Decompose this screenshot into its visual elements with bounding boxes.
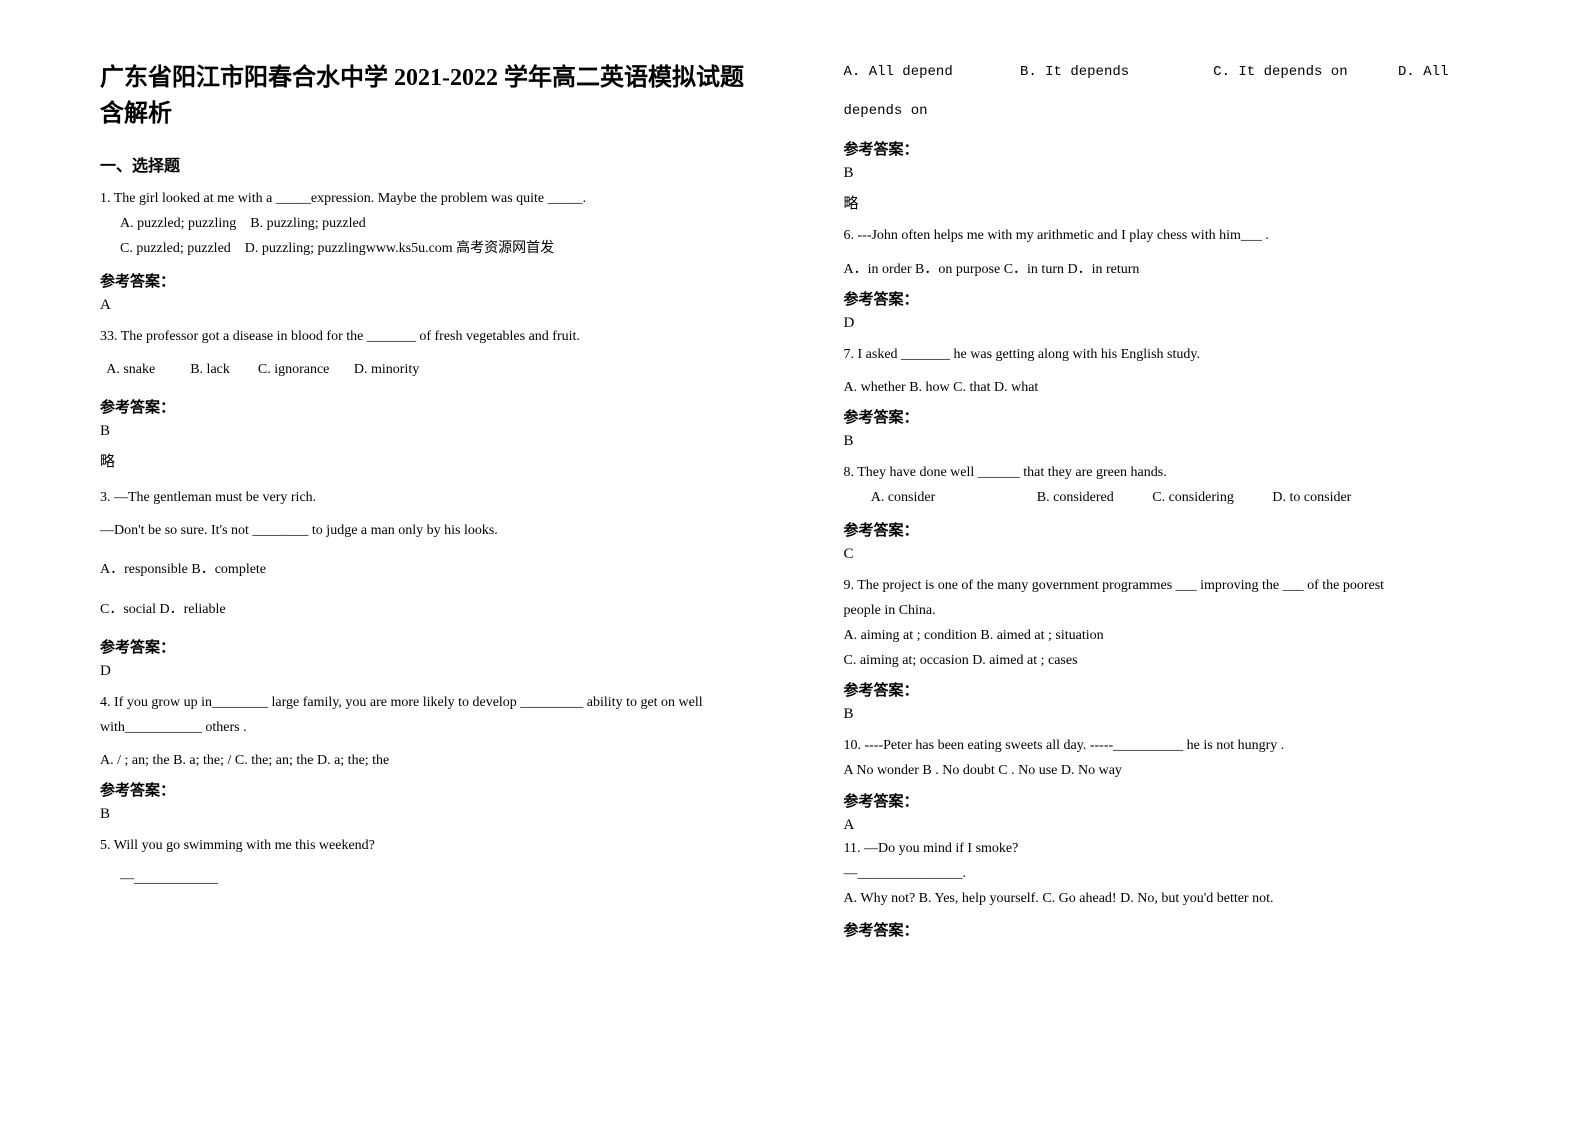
- q6-options: A．in order B．on purpose C．in turn D．in r…: [844, 257, 1508, 282]
- title-line-1: 广东省阳江市阳春合水中学 2021-2022 学年高二英语模拟试题: [100, 60, 764, 96]
- q3-opts2: C．social D．reliable: [100, 597, 764, 622]
- q9-opts-cd: C. aiming at; occasion D. aimed at ; cas…: [844, 648, 1508, 673]
- q4-options: A. / ; an; the B. a; the; / C. the; an; …: [100, 748, 764, 773]
- title-line-2: 含解析: [100, 96, 764, 132]
- q7-answer-label: 参考答案：: [844, 406, 1508, 427]
- q6-answer: D: [844, 315, 1508, 332]
- question-6: 6. ---John often helps me with my arithm…: [844, 223, 1508, 248]
- question-1: 1. The girl looked at me with a _____exp…: [100, 186, 764, 262]
- question-4: 4. If you grow up in________ large famil…: [100, 690, 764, 740]
- q10-options: A No wonder B . No doubt C . No use D. N…: [844, 758, 1508, 783]
- q4-line2: with___________ others .: [100, 715, 764, 740]
- q9-answer-label: 参考答案：: [844, 679, 1508, 700]
- left-column: 广东省阳江市阳春合水中学 2021-2022 学年高二英语模拟试题 含解析 一、…: [100, 60, 804, 1082]
- q8-answer: C: [844, 546, 1508, 563]
- q10-answer-label: 参考答案：: [844, 790, 1508, 811]
- q5-dash: —____________: [100, 866, 764, 891]
- exam-page: 广东省阳江市阳春合水中学 2021-2022 学年高二英语模拟试题 含解析 一、…: [0, 0, 1587, 1122]
- q3-opts1: A．responsible B．complete: [100, 557, 764, 582]
- q3-answer: D: [100, 663, 764, 680]
- q11-line1: 11. —Do you mind if I smoke?: [844, 836, 1508, 861]
- q10-stem: 10. ----Peter has been eating sweets all…: [844, 733, 1508, 758]
- q9-line2: people in China.: [844, 598, 1508, 623]
- q3-line2: —Don't be so sure. It's not ________ to …: [100, 518, 764, 543]
- q6-answer-label: 参考答案：: [844, 288, 1508, 309]
- q5-answer: B: [844, 165, 1508, 182]
- q5-cont: depends on: [844, 99, 1508, 124]
- q1-opt-b: B. puzzling; puzzled: [250, 216, 365, 231]
- q9-answer: B: [844, 706, 1508, 723]
- q7-options: A. whether B. how C. that D. what: [844, 375, 1508, 400]
- q7-answer: B: [844, 433, 1508, 450]
- question-5: 5. Will you go swimming with me this wee…: [100, 833, 764, 858]
- q8-options: A. consider B. considered C. considering…: [844, 485, 1508, 510]
- q5-opt-b: B. It depends: [1020, 64, 1129, 80]
- q3-line1: 3. —The gentleman must be very rich.: [100, 485, 764, 510]
- question-11: 11. —Do you mind if I smoke? —__________…: [844, 836, 1508, 912]
- q6-stem: 6. ---John often helps me with my arithm…: [844, 223, 1508, 248]
- question-7: 7. I asked _______ he was getting along …: [844, 342, 1508, 367]
- question-33: 33. The professor got a disease in blood…: [100, 324, 764, 349]
- q33-stem: 33. The professor got a disease in blood…: [100, 324, 764, 349]
- q3-answer-label: 参考答案：: [100, 636, 764, 657]
- q9-line1: 9. The project is one of the many govern…: [844, 573, 1508, 598]
- q1-options-row1: A. puzzled; puzzling B. puzzling; puzzle…: [100, 211, 764, 236]
- q4-line1: 4. If you grow up in________ large famil…: [100, 690, 764, 715]
- q8-answer-label: 参考答案：: [844, 519, 1508, 540]
- q8-stem: 8. They have done well ______ that they …: [844, 460, 1508, 485]
- q1-options-row2: C. puzzled; puzzled D. puzzling; puzzlin…: [100, 236, 764, 261]
- q1-stem: 1. The girl looked at me with a _____exp…: [100, 186, 764, 211]
- q9-opts-ab: A. aiming at ; condition B. aimed at ; s…: [844, 623, 1508, 648]
- q33-options: A. snake B. lack C. ignorance D. minorit…: [100, 357, 764, 382]
- q1-opt-c: C. puzzled; puzzled: [120, 241, 231, 256]
- q5-opt-a: A. All depend: [844, 64, 953, 80]
- q1-opt-d: D. puzzling; puzzlingwww.ks5u.com 高考资源网首…: [245, 241, 554, 256]
- q3-line2-wrap: —Don't be so sure. It's not ________ to …: [100, 518, 764, 543]
- q33-answer-label: 参考答案：: [100, 396, 764, 417]
- q11-options: A. Why not? B. Yes, help yourself. C. Go…: [844, 886, 1508, 911]
- q5-stem: 5. Will you go swimming with me this wee…: [100, 833, 764, 858]
- q10-answer: A: [844, 817, 1508, 834]
- q1-answer: A: [100, 297, 764, 314]
- question-9: 9. The project is one of the many govern…: [844, 573, 1508, 674]
- section-1-heading: 一、选择题: [100, 152, 764, 176]
- right-column: A. All depend B. It depends C. It depend…: [804, 60, 1508, 1082]
- q7-stem: 7. I asked _______ he was getting along …: [844, 342, 1508, 367]
- q11-line2: —_______________.: [844, 861, 1508, 886]
- q5-opt-d: D. All: [1398, 64, 1448, 80]
- q1-opt-a: A. puzzled; puzzling: [120, 216, 236, 231]
- exam-title: 广东省阳江市阳春合水中学 2021-2022 学年高二英语模拟试题 含解析: [100, 60, 764, 132]
- question-3: 3. —The gentleman must be very rich.: [100, 485, 764, 510]
- question-8: 8. They have done well ______ that they …: [844, 460, 1508, 510]
- q5-options-row: A. All depend B. It depends C. It depend…: [844, 60, 1508, 85]
- q4-answer: B: [100, 806, 764, 823]
- q1-answer-label: 参考答案：: [100, 270, 764, 291]
- q33-extra: 略: [100, 450, 764, 471]
- q11-answer-label: 参考答案：: [844, 919, 1508, 940]
- q5-extra: 略: [844, 192, 1508, 213]
- q33-answer: B: [100, 423, 764, 440]
- q4-answer-label: 参考答案：: [100, 779, 764, 800]
- question-10: 10. ----Peter has been eating sweets all…: [844, 733, 1508, 783]
- q5-answer-label: 参考答案：: [844, 138, 1508, 159]
- q5-opt-c: C. It depends on: [1213, 64, 1347, 80]
